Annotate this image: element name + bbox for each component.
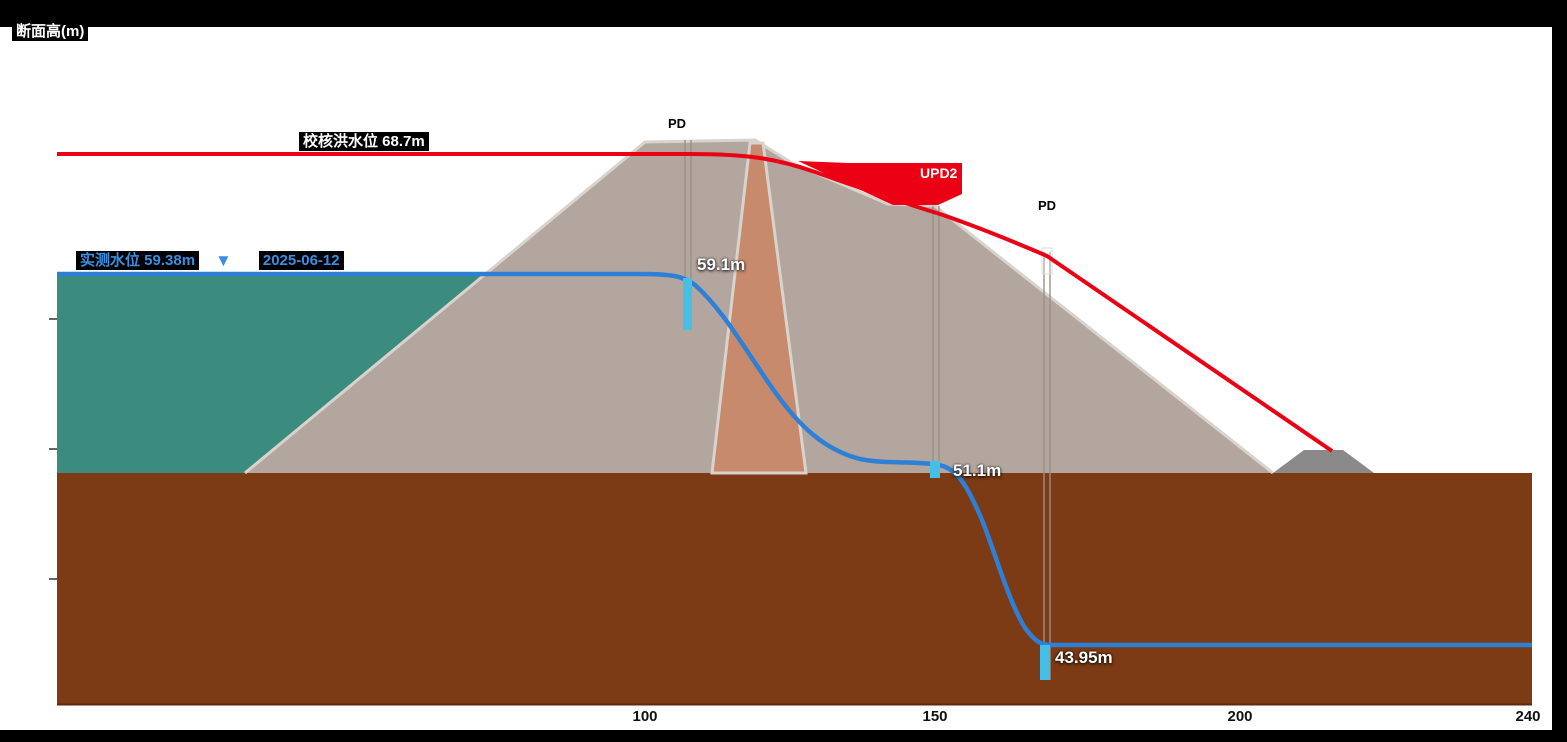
phreatic-line — [57, 271, 1532, 648]
x-tick-label: 240 — [1515, 708, 1541, 725]
ground-fill — [57, 473, 1532, 705]
measured-level-row: 实测水位 59.38m ▼ 2025-06-12 — [76, 251, 344, 271]
measured-level-label: 实测水位 59.38m — [76, 251, 200, 271]
x-tick-label: 100 — [632, 708, 658, 725]
measured-date-label: 2025-06-12 — [258, 251, 344, 271]
pd-label-2: PD — [1038, 198, 1057, 213]
upd2-label: UPD2 — [920, 165, 958, 181]
water-level-marker-icon: ▼ — [215, 251, 232, 270]
reservoir-water — [57, 272, 488, 473]
dam-core — [710, 141, 808, 475]
y-axis-ticks — [49, 318, 57, 580]
flood-level-line — [57, 152, 1334, 453]
piezo-tube-3-cap — [1041, 247, 1053, 275]
piezo-water-column-3 — [1040, 645, 1050, 680]
piezo-water-column-1 — [683, 278, 692, 330]
piezo-reading-2: 51.1m — [953, 461, 1002, 480]
pd-label-1: PD — [668, 116, 687, 131]
x-tick-label: 150 — [922, 708, 948, 725]
upd2-alert-area — [798, 161, 962, 205]
piezo-water-column-2 — [930, 461, 940, 478]
axis-title: 断面高(m) — [12, 22, 89, 42]
piezo-reading-3: 43.95m — [1055, 648, 1113, 667]
x-tick-label: 200 — [1227, 708, 1253, 725]
flood-level-label: 校核洪水位 68.7m — [299, 132, 429, 152]
piezo-reading-1: 59.1m — [697, 255, 746, 274]
rock-toe — [1273, 450, 1374, 473]
